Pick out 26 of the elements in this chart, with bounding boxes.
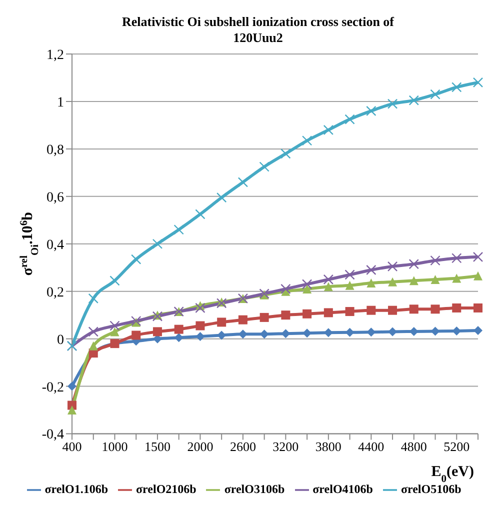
x-tick-label: 1500 — [144, 438, 170, 454]
x-tick-label: 3200 — [272, 438, 299, 454]
x-tick-label: 4800 — [400, 438, 427, 454]
x-tick-label: 1000 — [102, 438, 128, 454]
chart-title: Relativistic Oi subshell ionization cross section of 120Uuu2 — [122, 14, 395, 45]
y-tick-label: 0 — [57, 332, 64, 348]
x-tick-label: 400 — [62, 438, 82, 454]
legend-label: σrelO2106b — [136, 482, 196, 496]
legend-label: σrelO5106b — [400, 482, 462, 496]
y-tick-label: 0,4 — [46, 238, 64, 253]
x-axis-title: E$_{0}$(eV) — [431, 464, 474, 484]
y-tick-label: 1 — [57, 95, 64, 110]
y-tick-label: 0,2 — [46, 285, 64, 300]
y-tick-label: -0,4 — [42, 428, 64, 443]
y-tick-label: 1,2 — [46, 48, 64, 63]
x-tick-label: 5200 — [444, 438, 470, 454]
y-tick-label: 0,8 — [46, 142, 64, 158]
x-tick-label: 4400 — [358, 438, 384, 454]
legend-label: σrelO4106b — [312, 482, 373, 496]
legend-label: σrelO3106b — [224, 482, 285, 496]
x-tick-label: 2000 — [187, 438, 214, 454]
legend-label: σrelO1.106b — [44, 482, 108, 496]
y-tick-label: 0,6 — [46, 190, 64, 206]
x-tick-label: 3800 — [315, 438, 342, 454]
x-tick-label: 2600 — [230, 438, 256, 454]
y-tick-label: -0,2 — [42, 380, 64, 396]
